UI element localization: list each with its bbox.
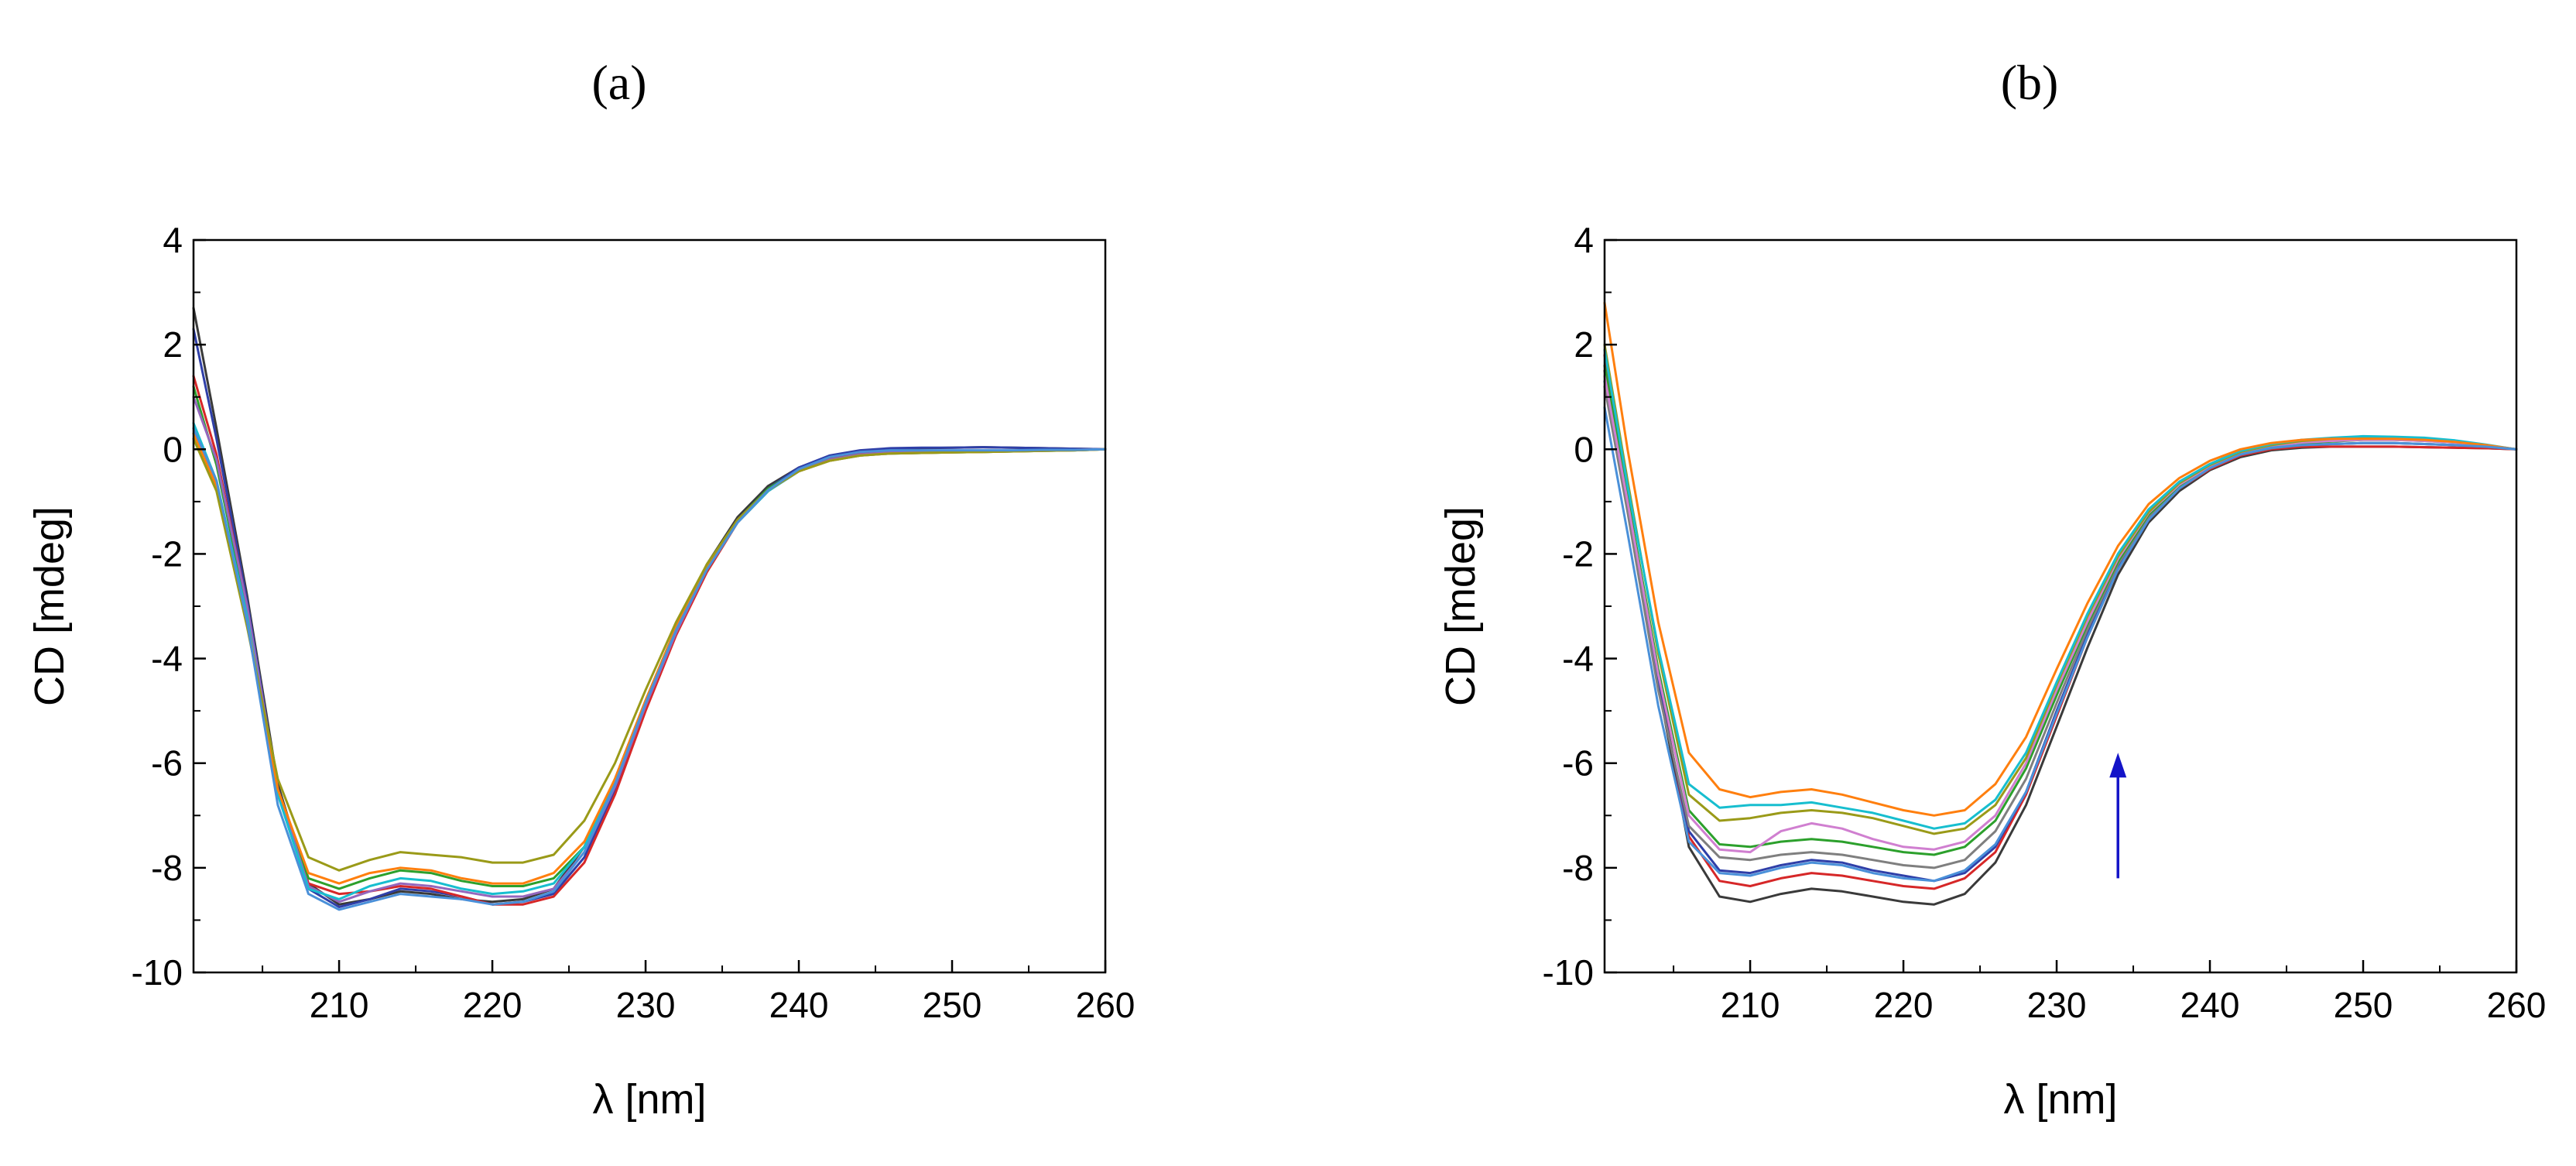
x-tick-label: 260 <box>1076 985 1136 1025</box>
y-tick-label: -4 <box>1562 639 1594 679</box>
series-line-8 <box>192 437 1107 872</box>
y-tick-label: 4 <box>1574 220 1594 260</box>
panel-b-axes: 210 220 230 240 250 260 4 2 0 -2 -4 -6 -8 -10 <box>1543 220 2547 1025</box>
y-tick-label: -2 <box>151 533 183 574</box>
panel-b-x-axis-title: λ [nm] <box>2003 1076 2117 1123</box>
series-line-7 <box>1603 343 2518 835</box>
x-tick-label: 240 <box>769 985 829 1025</box>
series-line-7 <box>192 432 1107 885</box>
panel-a-y-axis-title: CD [mdeg] <box>26 506 73 706</box>
y-tick-label: 2 <box>163 324 183 365</box>
y-tick-label: 4 <box>163 220 183 260</box>
trend-arrow-head <box>2109 753 2127 778</box>
series-line-1 <box>192 307 1107 906</box>
series-line-4 <box>192 385 1107 890</box>
panel-b-series <box>1603 301 2518 906</box>
y-tick-label: -2 <box>1562 533 1594 574</box>
panel-b-annotations <box>2109 753 2127 879</box>
panel-a-x-axis-title: λ [nm] <box>592 1076 706 1123</box>
x-tick-label: 250 <box>2334 985 2393 1025</box>
x-tick-label: 220 <box>1874 985 1934 1025</box>
x-tick-label: 210 <box>310 985 369 1025</box>
panel-a-chart: (a) 210 220 230 240 250 260 4 2 0 -2 -4 -6 -8 -10 λ [… <box>26 55 1135 1123</box>
y-tick-label: -6 <box>151 743 183 784</box>
x-tick-label: 250 <box>923 985 982 1025</box>
x-tick-label: 230 <box>2027 985 2087 1025</box>
series-line-9 <box>1603 301 2518 817</box>
panel-a-label: (a) <box>591 55 646 110</box>
y-tick-label: 0 <box>163 429 183 469</box>
y-tick-label: -10 <box>1543 952 1594 993</box>
series-line-5 <box>192 396 1107 904</box>
panel-a-series <box>192 307 1107 911</box>
x-tick-label: 240 <box>2180 985 2240 1025</box>
series-line-9 <box>192 427 1107 911</box>
series-line-1 <box>1603 369 2518 906</box>
series-line-6 <box>192 422 1107 900</box>
panel-b-y-axis-title: CD [mdeg] <box>1437 506 1484 706</box>
series-line-2 <box>1603 354 2518 890</box>
x-tick-label: 260 <box>2487 985 2547 1025</box>
panel-b-plot-frame <box>1603 238 2518 974</box>
x-tick-label: 220 <box>463 985 522 1025</box>
y-tick-label: -8 <box>151 848 183 888</box>
y-tick-label: -4 <box>151 639 183 679</box>
series-line-2 <box>192 328 1107 908</box>
x-tick-label: 210 <box>1721 985 1780 1025</box>
panel-a-plot-frame <box>192 238 1107 974</box>
panel-b-chart: (b) 210 220 230 240 250 260 4 2 0 -2 -4 -6 -8 -10 λ [… <box>1437 55 2546 1123</box>
series-line-10 <box>1603 406 2518 883</box>
panel-b-label: (b) <box>2001 55 2059 110</box>
x-tick-label: 230 <box>616 985 676 1025</box>
series-line-3 <box>192 375 1107 906</box>
y-tick-label: -10 <box>132 952 183 993</box>
series-line-8 <box>1603 348 2518 830</box>
y-tick-label: 0 <box>1574 429 1594 469</box>
panel-a-axes: 210 220 230 240 250 260 4 2 0 -2 -4 -6 -8 -10 <box>132 220 1136 1025</box>
y-tick-label: 2 <box>1574 324 1594 365</box>
y-tick-label: -6 <box>1562 743 1594 784</box>
y-tick-label: -8 <box>1562 848 1594 888</box>
